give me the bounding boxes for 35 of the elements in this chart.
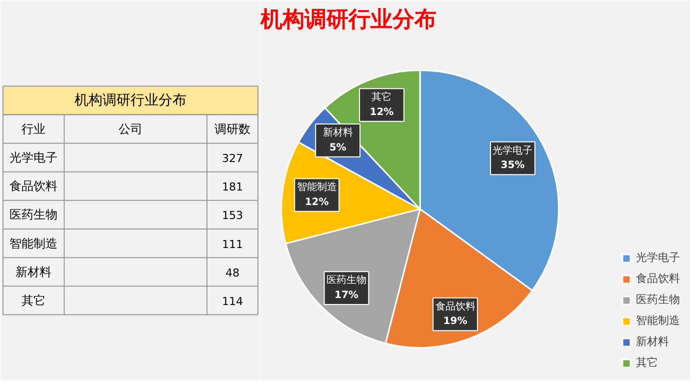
slice-label: 新材料	[322, 126, 353, 138]
data-label: 12%	[370, 106, 394, 118]
text: 调研数	[214, 122, 250, 136]
legend-label: 新材料	[636, 334, 669, 349]
data-label: 17%	[334, 290, 358, 302]
text: 食品饮料	[10, 179, 58, 194]
text: 公司	[118, 122, 142, 136]
text: 行业	[22, 122, 46, 136]
slice-label: 光学电子	[492, 144, 533, 156]
text: 医药生物	[10, 208, 58, 222]
text: 114	[222, 294, 243, 308]
slice-label: 智能制造	[296, 181, 337, 194]
text: 光学电子	[10, 150, 58, 165]
slice-label: 医药生物	[326, 274, 366, 286]
legend-label: 智能制造	[636, 313, 680, 328]
text: 181	[222, 180, 243, 194]
text: 153	[222, 209, 243, 222]
chart-title: 机构调研行业分布	[260, 8, 436, 32]
text: 327	[222, 152, 243, 166]
slice-label: 食品饮料	[435, 300, 476, 312]
slice-label: 其它	[372, 91, 392, 104]
data-label: 5%	[329, 142, 346, 154]
legend-label: 医药生物	[636, 292, 680, 307]
text: 111	[222, 238, 243, 251]
data-label: 19%	[443, 316, 468, 328]
legend-label: 其它	[636, 355, 658, 370]
text: 其它	[22, 293, 46, 308]
legend-label: 食品饮料	[636, 271, 680, 286]
text: 智能制造	[10, 236, 58, 250]
text: 48	[225, 266, 240, 280]
data-label: 12%	[304, 196, 329, 208]
legend-label: 光学电子	[636, 250, 680, 265]
text: 机构调研行业分布	[74, 92, 186, 108]
data-label: 35%	[500, 160, 525, 172]
text: 新材料	[16, 264, 52, 279]
